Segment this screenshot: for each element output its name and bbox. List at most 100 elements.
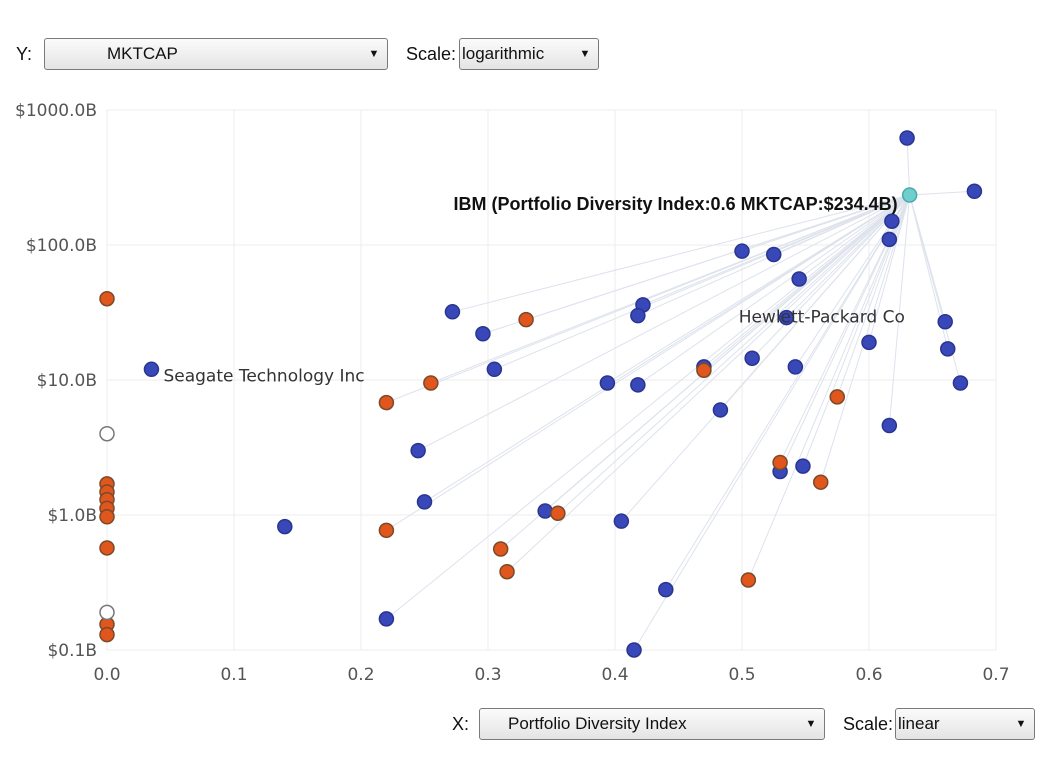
blue-data-point bbox=[899, 130, 915, 146]
x-tick-label: 0.2 bbox=[347, 665, 374, 685]
blue-data-point bbox=[795, 458, 811, 474]
white-data-point bbox=[99, 604, 115, 621]
blue-data-point bbox=[277, 518, 293, 535]
y-tick-label: $1.0B bbox=[47, 506, 97, 526]
y-scale-value: logarithmic bbox=[462, 44, 545, 63]
connector-line bbox=[386, 194, 910, 531]
x-tick-label: 0.0 bbox=[93, 665, 120, 685]
blue-data-point bbox=[884, 213, 900, 229]
orange-data-point bbox=[740, 572, 757, 588]
blue-data-point bbox=[937, 314, 953, 330]
x-tick-label: 0.1 bbox=[220, 665, 247, 685]
connector-line bbox=[836, 194, 911, 398]
orange-data-point bbox=[492, 541, 509, 557]
y-metric-select[interactable]: MKTCAP ▼ bbox=[44, 38, 388, 70]
teal-data-point bbox=[901, 187, 918, 203]
orange-data-point bbox=[829, 389, 845, 405]
x-axis-label: X: bbox=[452, 714, 470, 734]
blue-data-point bbox=[486, 361, 503, 378]
chevron-down-icon: ▼ bbox=[368, 48, 380, 60]
orange-data-point bbox=[772, 454, 788, 471]
orange-data-point bbox=[378, 394, 395, 411]
blue-data-point bbox=[939, 341, 956, 357]
y-tick-label: $0.1B bbox=[47, 641, 97, 661]
x-metric-select[interactable]: Portfolio Diversity Index ▼ bbox=[479, 708, 825, 740]
connector-line bbox=[557, 194, 910, 514]
orange-data-point bbox=[499, 563, 515, 580]
y-scale-label: Scale: bbox=[406, 44, 457, 64]
orange-data-point bbox=[99, 626, 115, 643]
blue-data-point bbox=[778, 309, 795, 326]
connector-line bbox=[506, 194, 910, 573]
connector-lines bbox=[386, 138, 975, 651]
connector-line bbox=[452, 194, 910, 313]
connector-line bbox=[909, 190, 975, 196]
point-labels: IBM (Portfolio Diversity Index:0.6 MKTCA… bbox=[163, 194, 904, 386]
blue-data-point bbox=[444, 304, 461, 320]
point-label: Hewlett-Packard Co bbox=[739, 308, 905, 328]
blue-data-point bbox=[630, 377, 646, 393]
blue-data-point bbox=[952, 375, 969, 391]
orange-data-point bbox=[812, 474, 829, 490]
blue-data-point bbox=[613, 513, 630, 529]
white-data-point bbox=[99, 425, 115, 442]
blue-data-point bbox=[734, 243, 750, 259]
blue-data-point bbox=[378, 611, 395, 627]
blue-data-point bbox=[881, 417, 898, 434]
x-tick-label: 0.3 bbox=[474, 665, 501, 685]
orange-data-point bbox=[99, 509, 115, 525]
orange-data-point bbox=[378, 522, 395, 539]
connector-line bbox=[747, 194, 911, 581]
x-tick-label: 0.5 bbox=[728, 665, 755, 685]
blue-data-point bbox=[626, 642, 642, 658]
blue-data-point bbox=[537, 503, 553, 519]
connector-line bbox=[424, 194, 910, 503]
blue-data-point bbox=[744, 350, 760, 366]
x-tick-label: 0.7 bbox=[982, 665, 1009, 685]
y-tick-label: $10.0B bbox=[37, 371, 97, 391]
connector-line bbox=[417, 194, 910, 452]
point-label: Seagate Technology Inc bbox=[163, 366, 364, 386]
data-points bbox=[99, 130, 983, 658]
connector-line bbox=[620, 194, 911, 522]
chevron-down-icon: ▼ bbox=[805, 718, 817, 730]
axis-ticks: 0.0 0.1 0.2 0.3 0.4 0.5 0.6 0.7 $0.1B $1.0B $10.0B… bbox=[15, 101, 1009, 685]
connector-line bbox=[633, 194, 911, 651]
y-scale-select[interactable]: logarithmic ▼ bbox=[459, 38, 599, 70]
blue-data-point bbox=[416, 494, 433, 510]
connector-line bbox=[665, 194, 911, 590]
chevron-down-icon: ▼ bbox=[579, 48, 591, 60]
connector-line bbox=[494, 194, 910, 370]
orange-data-point bbox=[423, 375, 439, 391]
blue-data-point bbox=[881, 231, 898, 248]
scatter-plot: 0.0 0.1 0.2 0.3 0.4 0.5 0.6 0.7 $0.1B $1.0B $10.0B… bbox=[15, 101, 1009, 685]
chevron-down-icon: ▼ bbox=[1015, 718, 1027, 730]
x-metric-value: Portfolio Diversity Index bbox=[508, 714, 687, 733]
blue-data-point bbox=[658, 581, 674, 598]
x-scale-select[interactable]: linear ▼ bbox=[895, 708, 1035, 740]
orange-data-point bbox=[518, 311, 534, 328]
orange-data-point bbox=[696, 362, 712, 379]
blue-data-point bbox=[766, 246, 782, 263]
connector-line bbox=[525, 194, 910, 321]
connector-line bbox=[386, 194, 910, 404]
blue-data-point bbox=[630, 307, 646, 324]
hover-tooltip-label: IBM (Portfolio Diversity Index:0.6 MKTCA… bbox=[454, 194, 898, 214]
connector-line bbox=[751, 194, 910, 359]
orange-data-point bbox=[99, 290, 115, 307]
orange-data-point bbox=[550, 505, 566, 522]
x-tick-label: 0.6 bbox=[855, 665, 882, 685]
blue-data-point bbox=[143, 361, 160, 378]
connector-line bbox=[637, 194, 910, 386]
blue-data-point bbox=[791, 271, 807, 287]
blue-data-point bbox=[475, 326, 491, 342]
connector-line bbox=[798, 194, 910, 280]
blue-data-point bbox=[861, 334, 877, 351]
y-axis-label: Y: bbox=[16, 44, 33, 64]
blue-data-point bbox=[712, 402, 729, 418]
orange-data-point bbox=[99, 540, 115, 556]
connector-line bbox=[888, 195, 911, 426]
y-tick-label: $100.0B bbox=[26, 236, 97, 256]
blue-data-point bbox=[599, 375, 616, 391]
blue-data-point bbox=[966, 183, 983, 200]
